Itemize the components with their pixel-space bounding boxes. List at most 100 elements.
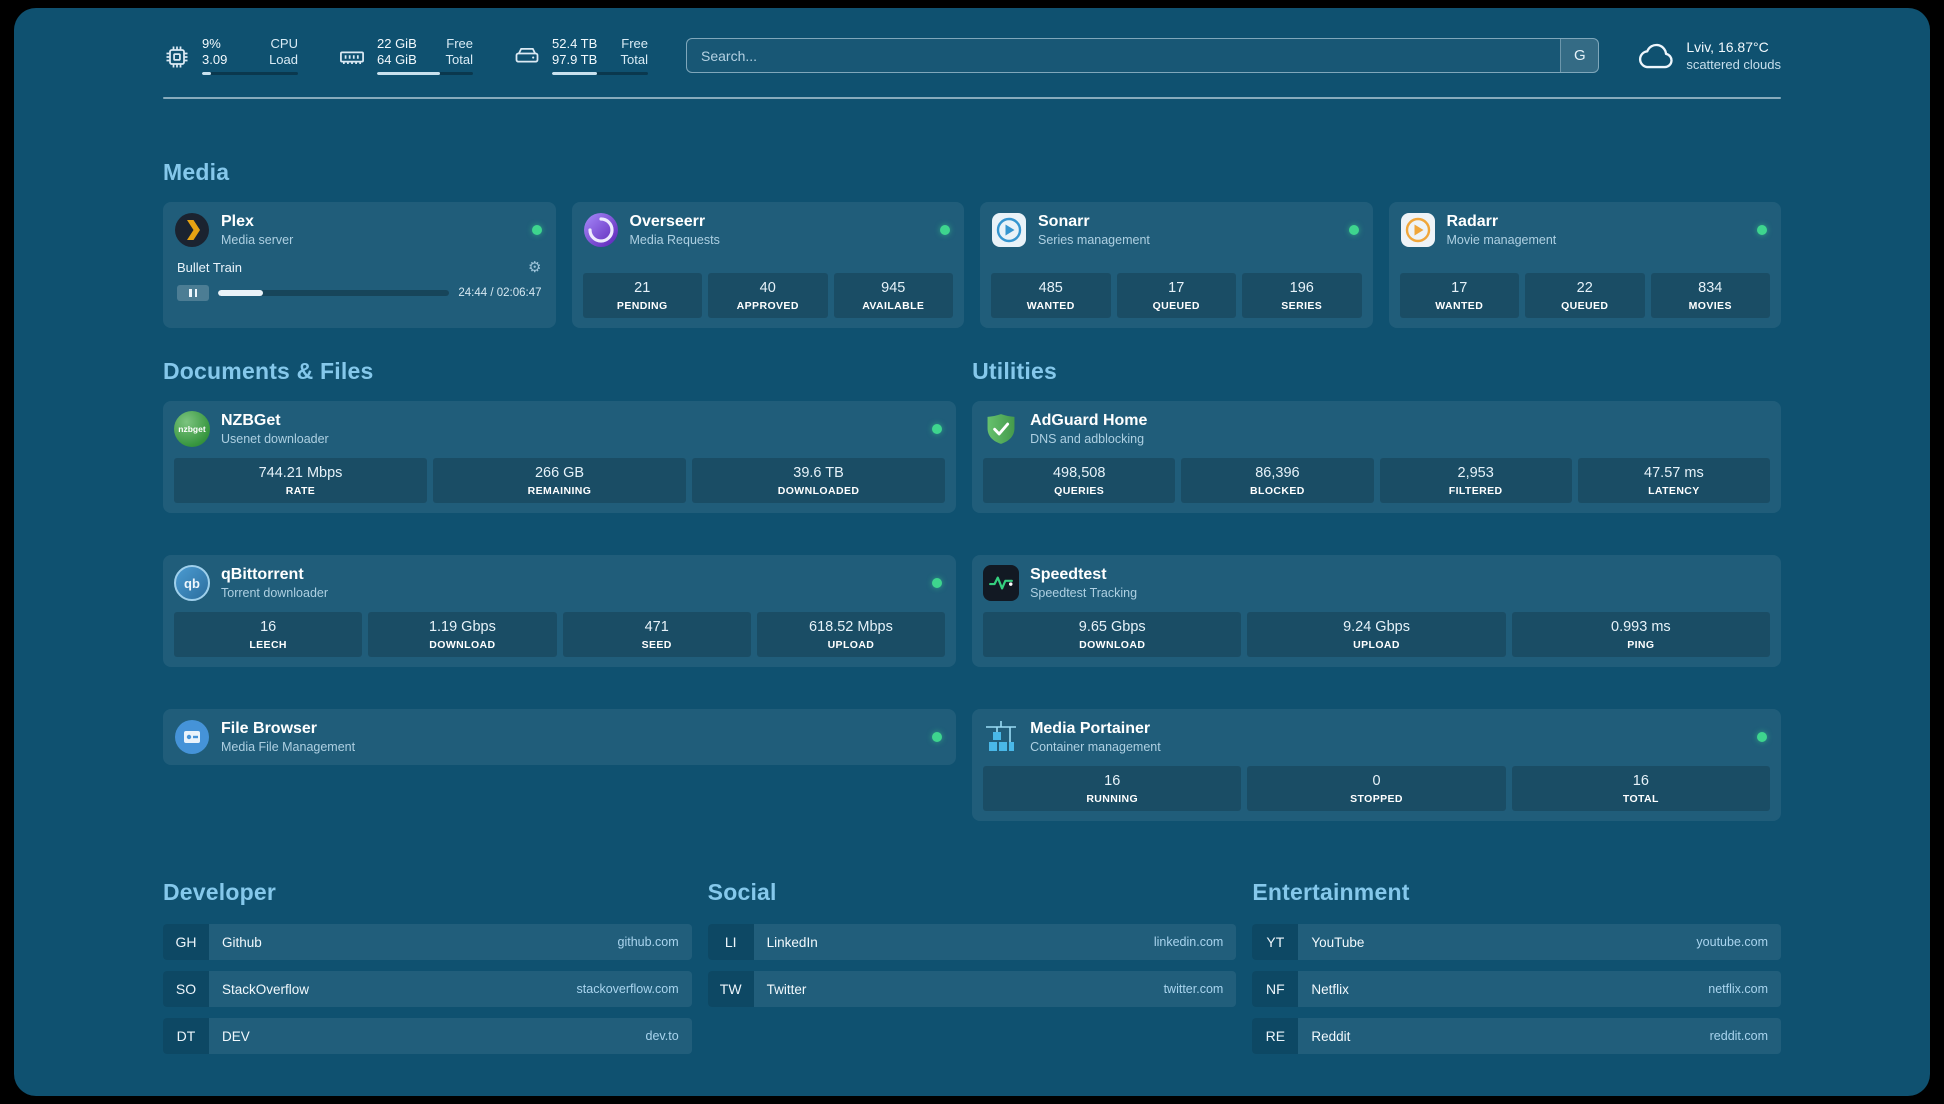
stat-box: 266 GB REMAINING: [433, 458, 687, 503]
top-bar: 9% CPU 3.09 Load: [163, 36, 1781, 75]
bookmark-host: youtube.com: [1696, 935, 1768, 949]
filebrowser-icon: [174, 719, 210, 755]
bookmark-host: netflix.com: [1708, 982, 1768, 996]
section-title-utilities: Utilities: [972, 358, 1057, 384]
service-card-overseerr[interactable]: Overseerr Media Requests 21 PENDING 40 A…: [571, 202, 964, 328]
playback-progress-track[interactable]: [218, 290, 450, 296]
section-title-documents: Documents & Files: [163, 358, 374, 384]
service-description: DNS and adblocking: [1030, 432, 1145, 446]
stat-box: 9.24 Gbps UPLOAD: [1247, 612, 1506, 657]
service-name: Speedtest: [1030, 566, 1107, 583]
bookmark-name: Reddit: [1311, 1028, 1351, 1044]
service-name: AdGuard Home: [1030, 412, 1148, 429]
bookmark-host: stackoverflow.com: [576, 982, 679, 996]
playback-progress-fill: [218, 290, 264, 296]
bookmark-abbr: RE: [1252, 1018, 1299, 1054]
stat-box: 0 STOPPED: [1247, 766, 1506, 811]
service-description: Media server: [221, 233, 294, 247]
cpu-load-label: Load: [269, 52, 298, 67]
bookmark-host: linkedin.com: [1153, 935, 1224, 949]
service-card-adguard[interactable]: AdGuard Home DNS and adblocking 498,508 …: [972, 401, 1781, 513]
pause-button[interactable]: [177, 285, 209, 301]
service-card-radarr[interactable]: Radarr Movie management 17 WANTED 22 QUE…: [1388, 202, 1781, 328]
playback-time: 24:44 / 02:06:47: [458, 287, 542, 299]
bookmark-abbr: GH: [163, 924, 209, 960]
status-dot: [932, 424, 943, 434]
dashboard: 9% CPU 3.09 Load: [14, 8, 1930, 1096]
bookmark-group-developer: Developer GH Github github.com SO StackO…: [163, 879, 692, 1065]
speedtest-icon: [983, 565, 1020, 601]
stat-box: 39.6 TB DOWNLOADED: [692, 458, 946, 503]
stat-box: 16 RUNNING: [983, 766, 1242, 811]
bookmark-twitter[interactable]: TW Twitter twitter.com: [707, 971, 1237, 1007]
bookmark-name: LinkedIn: [766, 934, 818, 950]
service-card-nzbget[interactable]: nzbget NZBGet Usenet downloader 744.21 M…: [163, 401, 957, 513]
bookmark-linkedin[interactable]: LI LinkedIn linkedin.com: [707, 924, 1237, 960]
stat-box: 21 PENDING: [582, 273, 702, 318]
cpu-usage-label: CPU: [270, 36, 298, 51]
service-name: Plex: [221, 213, 254, 230]
header-divider: [163, 97, 1781, 99]
cpu-widget: 9% CPU 3.09 Load: [163, 36, 298, 75]
portainer-icon: [983, 719, 1019, 755]
service-description: Torrent downloader: [221, 586, 329, 600]
status-dot: [932, 732, 943, 742]
service-card-portainer[interactable]: Media Portainer Container management 16 …: [972, 709, 1781, 821]
stat-box: 945 AVAILABLE: [833, 273, 953, 318]
service-description: Media Requests: [629, 233, 720, 247]
bookmark-name: YouTube: [1311, 934, 1365, 950]
service-name: NZBGet: [221, 412, 281, 429]
bookmark-host: twitter.com: [1163, 982, 1224, 996]
memory-bar: [377, 72, 473, 75]
bookmark-abbr: LI: [707, 924, 754, 960]
status-dot: [1757, 225, 1767, 235]
status-dot: [1757, 732, 1767, 742]
plex-icon: [174, 212, 210, 248]
service-name: File Browser: [221, 720, 318, 737]
disk-total-label: Total: [620, 52, 648, 67]
cpu-bar: [202, 72, 298, 75]
section-title-social: Social: [707, 879, 777, 905]
stat-box: 86,396 BLOCKED: [1181, 458, 1374, 503]
service-card-sonarr[interactable]: Sonarr Series management 485 WANTED 17 Q…: [980, 202, 1373, 328]
bookmark-name: DEV: [222, 1028, 250, 1044]
radarr-icon: [1400, 212, 1436, 248]
qbittorrent-icon: qb: [174, 565, 210, 601]
service-card-qbittorrent[interactable]: qb qBittorrent Torrent downloader 16: [163, 555, 957, 667]
stat-box: 9.65 Gbps DOWNLOAD: [983, 612, 1242, 657]
section-title-developer: Developer: [163, 879, 277, 905]
bookmark-stackoverflow[interactable]: SO StackOverflow stackoverflow.com: [163, 971, 692, 1007]
weather-condition: scattered clouds: [1686, 57, 1781, 72]
bookmark-netflix[interactable]: NF Netflix netflix.com: [1252, 971, 1781, 1007]
search-bar: G: [686, 38, 1600, 73]
bookmark-host: dev.to: [645, 1029, 679, 1043]
status-dot: [940, 225, 950, 235]
disk-free-label: Free: [621, 36, 648, 51]
service-card-plex[interactable]: Plex Media server Bullet Train ⚙ 24:44 /…: [163, 202, 556, 328]
gear-icon[interactable]: ⚙: [528, 259, 542, 276]
resource-widgets: 9% CPU 3.09 Load: [163, 36, 648, 75]
service-description: Speedtest Tracking: [1030, 586, 1138, 600]
bookmark-reddit[interactable]: RE Reddit reddit.com: [1252, 1018, 1781, 1054]
chip-icon: [166, 46, 188, 68]
bookmark-abbr: DT: [163, 1018, 209, 1054]
documents-column: Documents & Files nzbget NZBGet Usenet d…: [163, 358, 957, 821]
sonarr-icon: [991, 212, 1027, 248]
stat-box: 834 MOVIES: [1650, 273, 1770, 318]
search-input[interactable]: [687, 39, 1561, 72]
bookmark-dev[interactable]: DT DEV dev.to: [163, 1018, 692, 1054]
search-provider-button[interactable]: G: [1560, 39, 1599, 72]
stat-box: 16 LEECH: [174, 612, 363, 657]
service-card-filebrowser[interactable]: File Browser Media File Management: [163, 709, 957, 765]
disk-free-value: 52.4 TB: [552, 36, 598, 51]
service-description: Usenet downloader: [221, 432, 329, 446]
bookmark-github[interactable]: GH Github github.com: [163, 924, 692, 960]
bookmark-group-social: Social LI LinkedIn linkedin.com TW Twitt…: [707, 879, 1237, 1065]
stat-box: 22 QUEUED: [1525, 273, 1645, 318]
memory-widget: 22 GiB Free 64 GiB Total: [338, 36, 473, 75]
bookmark-youtube[interactable]: YT YouTube youtube.com: [1252, 924, 1781, 960]
bookmark-name: Twitter: [766, 981, 807, 997]
stat-box: 471 SEED: [562, 612, 751, 657]
service-card-speedtest[interactable]: Speedtest Speedtest Tracking 9.65 Gbps D…: [972, 555, 1781, 667]
nzbget-icon: nzbget: [174, 411, 210, 447]
